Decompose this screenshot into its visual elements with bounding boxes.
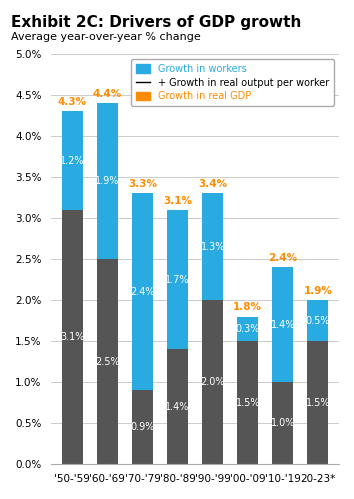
Bar <box>272 382 293 464</box>
Text: 0.9%: 0.9% <box>130 422 155 432</box>
Text: 0.3%: 0.3% <box>235 324 260 334</box>
Legend: Growth in workers, + Growth in real output per worker, Growth in real GDP: Growth in workers, + Growth in real outp… <box>131 59 334 106</box>
Text: 1.5%: 1.5% <box>306 398 330 408</box>
Text: 0.5%: 0.5% <box>306 316 330 326</box>
Bar <box>62 111 83 210</box>
Bar <box>202 300 223 464</box>
Bar <box>167 210 188 349</box>
Text: 4.4%: 4.4% <box>93 89 122 99</box>
Text: 3.4%: 3.4% <box>198 179 227 189</box>
Bar <box>202 194 223 300</box>
Bar <box>132 194 153 390</box>
Bar <box>97 259 118 464</box>
Text: 1.0%: 1.0% <box>271 418 295 428</box>
Text: 4.3%: 4.3% <box>58 97 87 107</box>
Bar <box>97 103 118 259</box>
Text: 1.4%: 1.4% <box>165 402 190 412</box>
Text: 2.4%: 2.4% <box>130 287 155 297</box>
Text: 1.4%: 1.4% <box>271 320 295 330</box>
Text: 3.1%: 3.1% <box>163 196 192 206</box>
Text: 1.5%: 1.5% <box>235 398 260 408</box>
Text: 1.7%: 1.7% <box>165 274 190 284</box>
Text: Average year-over-year % change: Average year-over-year % change <box>11 32 200 42</box>
Bar <box>62 210 83 464</box>
Text: 1.8%: 1.8% <box>233 302 262 312</box>
Text: 2.0%: 2.0% <box>200 377 225 387</box>
Text: 1.2%: 1.2% <box>60 156 85 166</box>
Bar <box>307 341 329 464</box>
Text: 1.3%: 1.3% <box>200 242 225 252</box>
Text: 2.4%: 2.4% <box>268 253 297 263</box>
Text: 3.3%: 3.3% <box>128 179 157 189</box>
Text: 3.1%: 3.1% <box>60 332 85 342</box>
Bar <box>167 349 188 464</box>
Bar <box>272 267 293 382</box>
Text: 2.5%: 2.5% <box>95 357 120 367</box>
Text: 1.9%: 1.9% <box>95 176 120 186</box>
Bar <box>237 341 258 464</box>
Text: 1.9%: 1.9% <box>303 286 332 296</box>
Text: Exhibit 2C: Drivers of GDP growth: Exhibit 2C: Drivers of GDP growth <box>11 15 301 30</box>
Bar <box>237 316 258 341</box>
Bar <box>307 300 329 341</box>
Bar <box>132 390 153 464</box>
